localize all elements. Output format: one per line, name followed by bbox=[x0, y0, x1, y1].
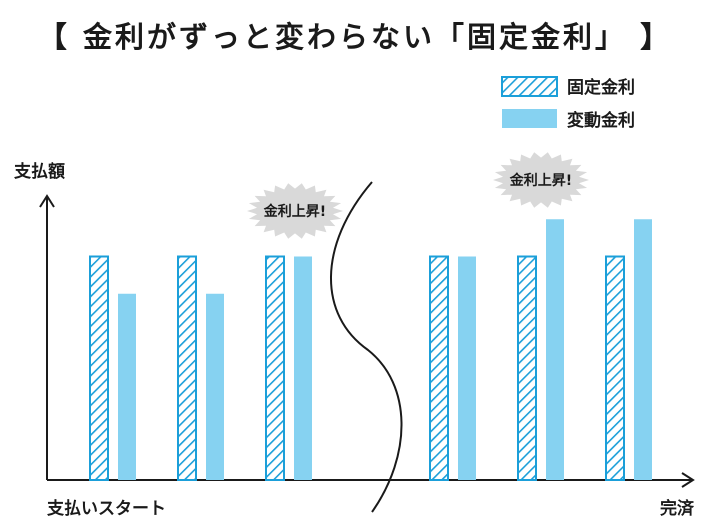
annotation-rate-rise-2: 金利上昇! bbox=[493, 152, 589, 208]
annotation-burst-shape bbox=[247, 183, 343, 239]
bar-fixed-5 bbox=[517, 255, 537, 481]
legend-label-fixed: 固定金利 bbox=[567, 77, 635, 98]
bar-fixed-4 bbox=[429, 255, 449, 481]
axis-break-curve bbox=[330, 181, 403, 513]
y-axis-label: 支払額 bbox=[14, 161, 65, 182]
x-axis-arrowhead bbox=[681, 472, 695, 488]
bar-fixed-2 bbox=[177, 255, 197, 481]
bar-variable-5 bbox=[546, 219, 564, 480]
x-axis-end-label: 完済 bbox=[660, 498, 695, 519]
bars-group bbox=[89, 219, 652, 481]
annotation-rate-rise-1: 金利上昇! bbox=[247, 183, 343, 239]
bar-variable-1 bbox=[118, 293, 136, 480]
annotation-burst-shape bbox=[493, 152, 589, 208]
x-axis-start-label: 支払いスタート bbox=[47, 498, 166, 519]
bar-variable-2 bbox=[206, 293, 224, 480]
legend-swatch-fixed bbox=[501, 76, 558, 97]
y-axis-arrowhead bbox=[39, 194, 55, 208]
bar-variable-3 bbox=[294, 256, 312, 480]
annotation-text: 金利上昇! bbox=[263, 203, 326, 220]
bar-variable-4 bbox=[458, 256, 476, 480]
bar-fixed-6 bbox=[605, 255, 625, 481]
annotation-text: 金利上昇! bbox=[509, 172, 572, 189]
bar-variable-6 bbox=[634, 219, 652, 480]
bar-fixed-1 bbox=[89, 255, 109, 481]
legend-label-variable: 変動金利 bbox=[567, 110, 635, 131]
chart-title: 【 金利がずっと変わらない「固定金利」 】 bbox=[37, 20, 673, 54]
legend-swatch-variable bbox=[502, 109, 557, 128]
bar-fixed-3 bbox=[265, 255, 285, 481]
